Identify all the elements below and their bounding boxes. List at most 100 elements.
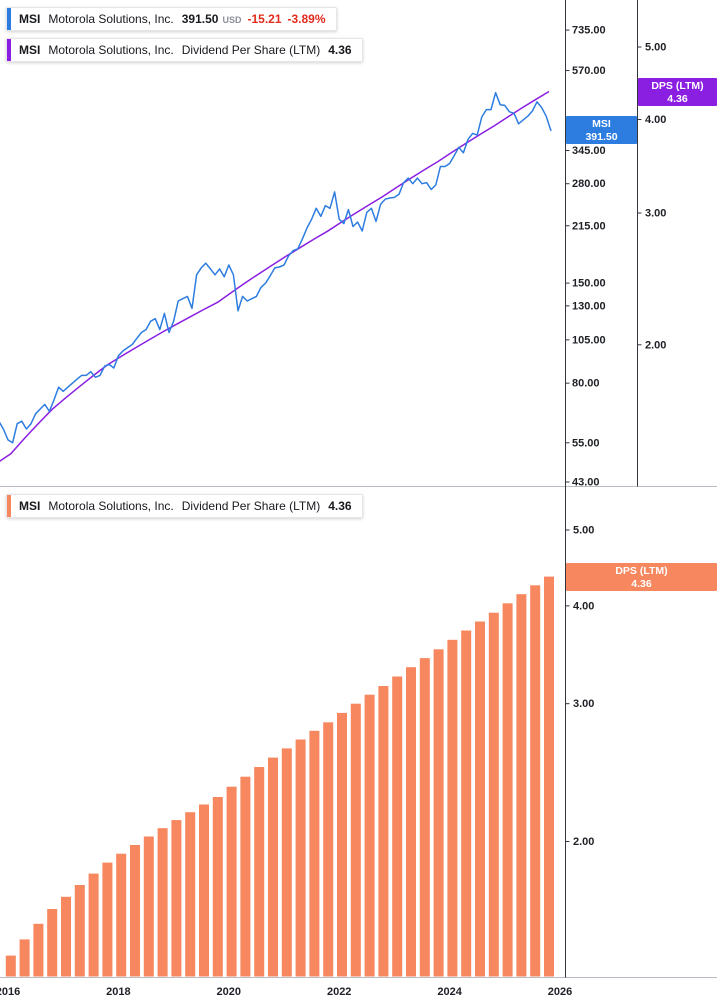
axis-tick-label: 2.00: [645, 339, 666, 351]
legend-dps-overlay-series[interactable]: MSI Motorola Solutions, Inc. Dividend Pe…: [6, 38, 363, 62]
dividend-bar: [130, 845, 140, 977]
legend-metric-name: Dividend Per Share (LTM): [181, 43, 321, 57]
dividend-bar: [281, 748, 292, 977]
dividend-bar: [350, 703, 361, 977]
legend-price-series[interactable]: MSI Motorola Solutions, Inc. 391.50 USD …: [6, 7, 337, 31]
price-badge-ticker: MSI: [592, 118, 611, 130]
axis-tick-label: 4.00: [645, 114, 666, 126]
dividend-bar: [254, 767, 265, 977]
dividend-bar: [475, 621, 485, 977]
axis-tick-label: 4.00: [573, 600, 594, 612]
axis-tick-label: 130.00: [572, 300, 606, 312]
legend-metric-value: 4.36: [328, 43, 352, 57]
time-scale-area[interactable]: [0, 978, 717, 1005]
dividend-bar: [185, 812, 196, 977]
dividend-bar: [378, 686, 389, 977]
price-series-color-bar: [7, 8, 11, 30]
dividend-bar: [199, 804, 209, 977]
dividend-bar: [19, 939, 30, 977]
dps-trend-line: [0, 90, 550, 462]
time-axis-label: 2020: [217, 986, 241, 998]
dividend-bar: [5, 955, 16, 977]
axis-tick-label: 105.00: [572, 334, 606, 346]
legend-company-name: Motorola Solutions, Inc.: [48, 12, 174, 26]
legend-price-change: -15.21: [247, 12, 282, 26]
dps-axis-badge-bottom: DPS (LTM) 4.36: [566, 563, 717, 591]
legend-ticker: MSI: [19, 43, 41, 57]
dps-badge-label: DPS (LTM): [651, 80, 704, 92]
dps-badge-label: DPS (LTM): [615, 565, 668, 577]
dps-badge-value: 4.36: [667, 93, 688, 105]
time-axis-label: 2022: [327, 986, 351, 998]
dividend-bar: [171, 820, 182, 977]
dividend-bar: [157, 828, 168, 977]
legend-dividend-series[interactable]: MSI Motorola Solutions, Inc. Dividend Pe…: [6, 494, 363, 518]
axis-tick-label: 215.00: [572, 220, 606, 232]
legend-ticker: MSI: [19, 499, 41, 513]
dividend-bar: [530, 585, 541, 977]
dividend-bar: [488, 612, 499, 977]
axis-tick-label: 735.00: [572, 25, 606, 37]
dividend-bar: [502, 603, 513, 977]
dividend-bar: [516, 594, 527, 977]
dividend-bar: [406, 667, 416, 977]
price-scale-area[interactable]: [565, 0, 637, 486]
dividend-bar: [61, 896, 71, 977]
dividend-bar: [212, 797, 223, 977]
legend-currency: USD: [222, 15, 242, 25]
axis-tick-label: 43.00: [572, 477, 600, 489]
dividend-bar: [240, 776, 251, 977]
price-axis-badge: MSI 391.50: [566, 116, 637, 144]
legend-company-name: Motorola Solutions, Inc.: [48, 499, 174, 513]
dividend-bar: [309, 730, 320, 977]
dividend-bar: [33, 923, 44, 977]
dividend-bar: [226, 786, 237, 977]
legend-metric-value: 4.36: [328, 499, 352, 513]
dividend-bar: [433, 649, 444, 977]
price-line: [0, 91, 552, 444]
legend-last-price: 391.50: [181, 12, 219, 26]
dividend-bar: [447, 639, 458, 977]
axis-tick-label: 3.00: [645, 208, 666, 220]
axis-tick-label: 3.00: [573, 698, 594, 710]
legend-metric-name: Dividend Per Share (LTM): [181, 499, 321, 513]
axis-tick-label: 345.00: [572, 145, 606, 157]
dividend-bar: [337, 712, 347, 977]
dividend-bar: [47, 909, 58, 977]
axis-tick-label: 570.00: [572, 65, 606, 77]
dps-scale-area-top[interactable]: [637, 0, 717, 486]
dividend-bar: [323, 722, 334, 977]
dividend-bar: [74, 885, 85, 977]
dividend-bar: [88, 873, 99, 977]
axis-tick-label: 80.00: [572, 378, 600, 390]
dividend-bar: [102, 862, 113, 977]
dividend-bar: [544, 576, 554, 977]
legend-price-change-pct: -3.89%: [287, 12, 326, 26]
time-axis-label: 2018: [106, 986, 130, 998]
dividend-bar: [461, 630, 472, 977]
dividend-bar: [295, 739, 306, 977]
price-badge-value: 391.50: [585, 131, 618, 143]
axis-tick-label: 2.00: [573, 836, 594, 848]
dps-scale-area-bottom[interactable]: [565, 487, 717, 977]
dividend-bar: [268, 757, 278, 977]
axis-tick-label: 280.00: [572, 178, 606, 190]
dps-badge-value: 4.36: [631, 578, 652, 590]
axis-tick-label: 150.00: [572, 278, 606, 290]
dps-overlay-color-bar: [7, 39, 11, 61]
dividend-bar: [364, 694, 375, 977]
axis-tick-label: 5.00: [645, 42, 666, 54]
time-axis-label: 2016: [0, 986, 20, 998]
dividend-bar: [392, 676, 403, 977]
dividend-bar: [419, 658, 430, 977]
dividend-series-color-bar: [7, 495, 11, 517]
axis-tick-label: 5.00: [573, 525, 594, 537]
legend-company-name: Motorola Solutions, Inc.: [48, 43, 174, 57]
legend-ticker: MSI: [19, 12, 41, 26]
time-axis-label: 2024: [437, 986, 462, 998]
dividend-bar: [143, 836, 154, 977]
dividend-bar: [116, 853, 127, 977]
time-axis-label: 2026: [548, 986, 572, 998]
